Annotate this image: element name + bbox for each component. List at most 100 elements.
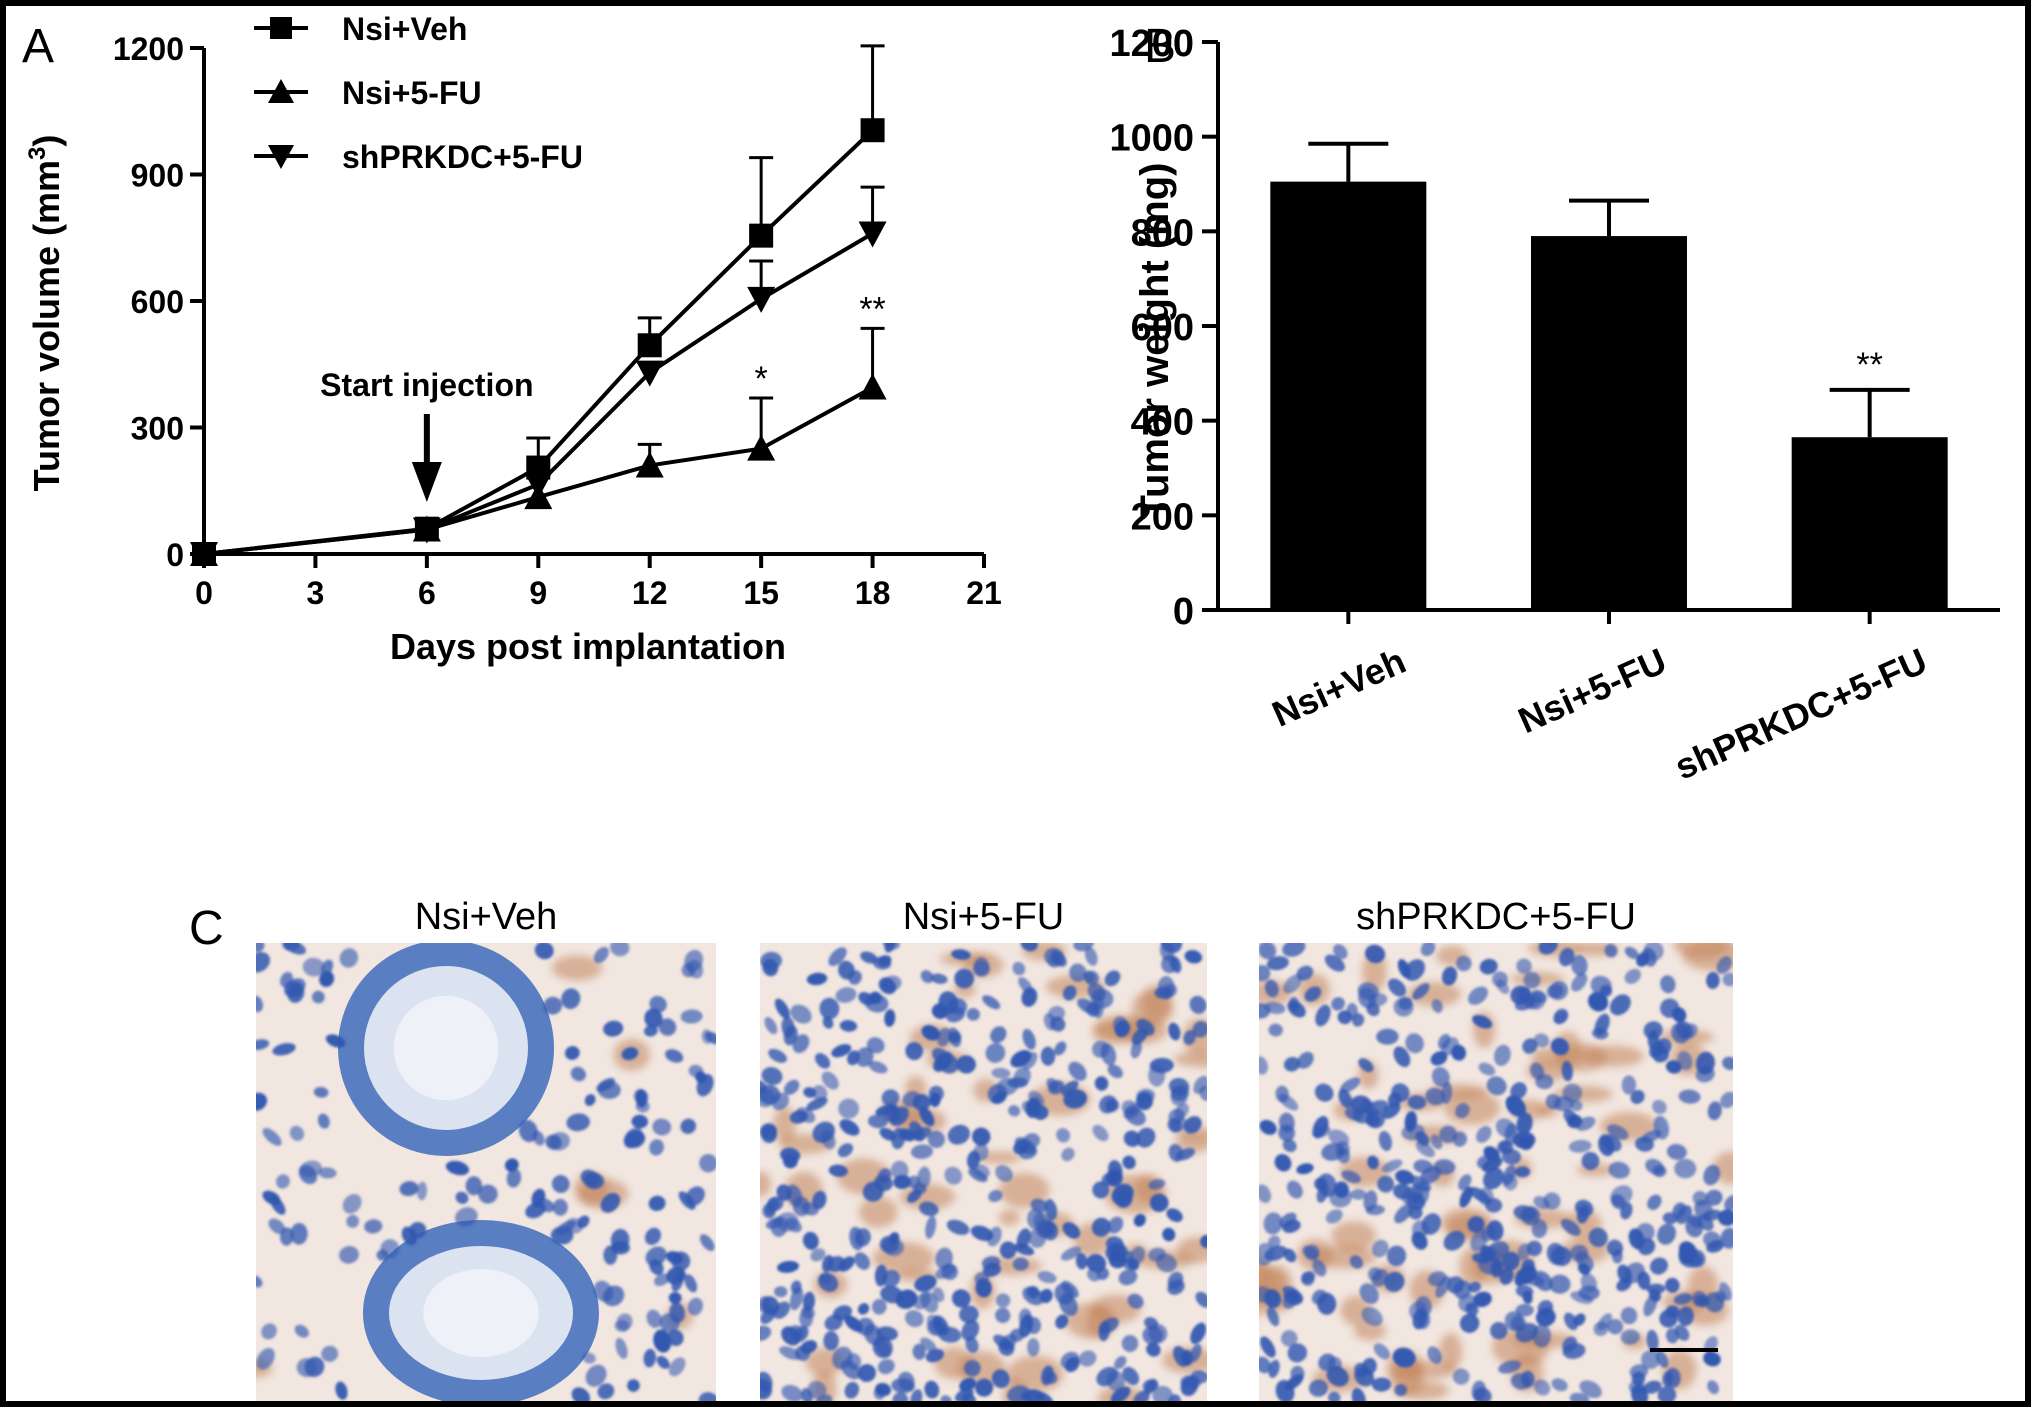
nucleus: [1012, 1257, 1029, 1271]
nucleus: [1040, 1046, 1056, 1066]
stain-blotch: [1354, 1320, 1386, 1341]
nucleus: [627, 1379, 640, 1392]
nucleus: [1378, 1130, 1393, 1152]
nucleus: [504, 1158, 519, 1172]
nucleus: [1428, 1271, 1447, 1287]
nucleus: [635, 1100, 650, 1113]
nucleus: [881, 1089, 900, 1107]
nucleus: [1456, 955, 1472, 972]
nucleus: [294, 1324, 309, 1338]
nucleus: [289, 1125, 305, 1141]
nucleus: [1473, 1291, 1492, 1308]
nucleus: [774, 1286, 788, 1298]
chart-b-category-label: Nsi+5-FU: [1512, 640, 1672, 741]
nucleus: [926, 1314, 945, 1337]
nucleus: [643, 1348, 657, 1368]
nucleus: [518, 1119, 538, 1143]
nucleus: [1388, 978, 1407, 997]
nucleus: [1054, 1041, 1067, 1056]
nucleus: [1061, 1147, 1075, 1162]
nucleus: [828, 1164, 848, 1177]
nucleus: [1050, 950, 1067, 967]
nucleus: [899, 1128, 915, 1142]
stain-blotch: [999, 1209, 1020, 1226]
nucleus: [919, 1107, 935, 1127]
nucleus: [1720, 1227, 1733, 1249]
nucleus: [1441, 966, 1458, 986]
nucleus: [1672, 1202, 1687, 1219]
nucleus: [668, 1357, 686, 1377]
nucleus: [1025, 1098, 1041, 1118]
nucleus: [1408, 1205, 1423, 1220]
nucleus: [1287, 1000, 1306, 1018]
nucleus: [920, 970, 934, 984]
nucleus: [1562, 1083, 1583, 1103]
nucleus: [1096, 1366, 1118, 1387]
nucleus: [1435, 1276, 1451, 1298]
nucleus: [1142, 1325, 1163, 1345]
nucleus: [973, 957, 989, 977]
nucleus: [1086, 1002, 1101, 1017]
nucleus: [1358, 987, 1377, 1009]
nucleus: [1283, 1289, 1304, 1306]
nucleus: [1431, 1066, 1450, 1087]
nucleus: [1008, 1105, 1021, 1117]
nucleus: [773, 1301, 790, 1319]
nucleus: [1365, 944, 1386, 964]
nucleus: [1062, 985, 1077, 1001]
chart-b-y-tick-label: 200: [1131, 496, 1194, 538]
nucleus: [1590, 975, 1612, 996]
nucleus: [1486, 1076, 1507, 1096]
nucleus: [1069, 963, 1087, 983]
micrograph-3: shPRKDC+5-FU: [1259, 896, 1733, 1401]
nucleus: [822, 1016, 834, 1029]
nucleus: [649, 995, 667, 1013]
nucleus: [946, 1219, 970, 1235]
nucleus: [1662, 1371, 1674, 1387]
nucleus: [1189, 995, 1207, 1014]
square-marker: [637, 333, 662, 358]
nucleus: [1127, 1293, 1144, 1309]
nucleus: [603, 1020, 624, 1037]
nucleus: [342, 1194, 362, 1214]
nucleus: [1705, 1189, 1723, 1206]
nucleus: [1192, 1020, 1207, 1038]
nucleus: [656, 1355, 670, 1369]
nucleus: [801, 1387, 813, 1401]
nucleus: [698, 1392, 716, 1401]
nucleus: [819, 1273, 832, 1285]
nucleus: [699, 1234, 715, 1251]
nucleus: [874, 1264, 888, 1287]
nucleus: [1339, 1077, 1361, 1093]
stain-blotch: [1131, 990, 1174, 1027]
nucleus: [1266, 956, 1289, 971]
nucleus: [1381, 1159, 1403, 1173]
nucleus: [571, 1387, 591, 1401]
nucleus: [990, 1026, 1007, 1043]
nucleus: [1706, 972, 1720, 989]
nucleus: [325, 1034, 346, 1048]
nucleus: [1133, 1213, 1146, 1227]
nucleus: [919, 1201, 939, 1217]
nucleus: [873, 1387, 885, 1400]
nucleus: [680, 1009, 703, 1024]
nucleus: [799, 1308, 814, 1328]
nucleus: [1716, 956, 1732, 975]
chart-a-y-tick-label: 300: [131, 411, 184, 447]
nucleus: [399, 1181, 419, 1197]
nucleus: [1571, 954, 1588, 976]
nucleus: [1677, 1306, 1694, 1327]
nucleus: [1525, 1274, 1545, 1287]
nucleus: [416, 1181, 428, 1201]
chart-a-ticks: 0 3 6 9 12 15 18 21 0 300 600 900 1200: [113, 31, 1002, 611]
nucleus: [1563, 1312, 1578, 1331]
significance-marker: **: [859, 290, 885, 328]
nuclei-layer: [1259, 943, 1733, 1401]
nucleus: [847, 1050, 860, 1066]
nucleus: [1415, 1131, 1430, 1146]
nucleus: [1282, 943, 1306, 957]
nucleus: [600, 1192, 621, 1213]
nucleus: [947, 997, 968, 1015]
nucleus: [925, 1215, 937, 1239]
